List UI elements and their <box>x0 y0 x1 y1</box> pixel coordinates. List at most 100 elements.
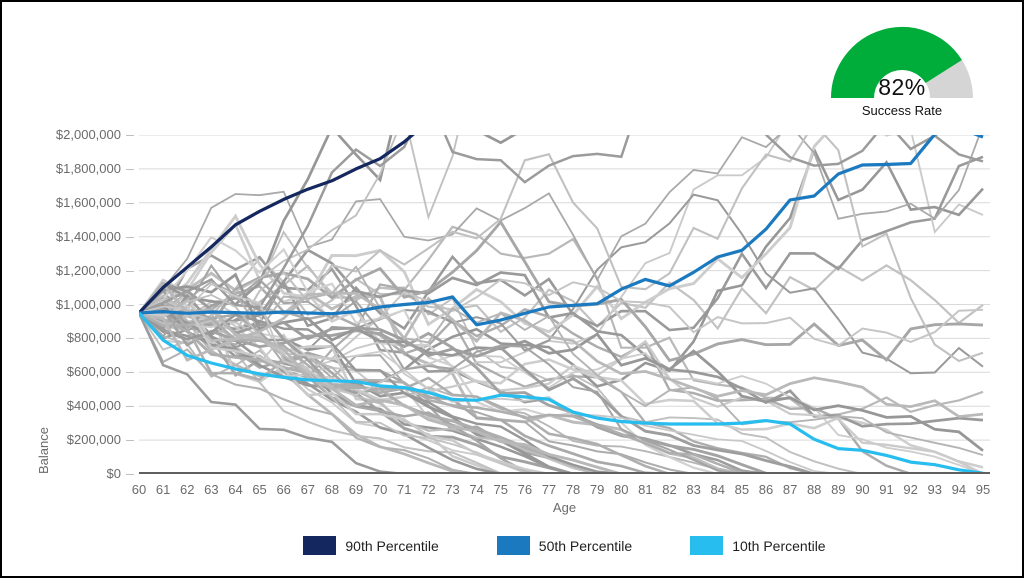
y-tick-mark <box>126 236 134 238</box>
x-tick-label: 91 <box>879 482 894 497</box>
legend-label: 90th Percentile <box>345 537 439 554</box>
y-tick-label: $1,800,000 <box>55 160 121 176</box>
y-tick-label: $600,000 <box>66 364 121 380</box>
percentile-line-50th <box>139 135 984 327</box>
x-tick-label: 94 <box>951 482 967 497</box>
y-tick-mark <box>126 372 134 374</box>
x-tick-label: 84 <box>710 482 725 497</box>
x-tick-label: 90 <box>855 482 870 497</box>
y-tick-mark <box>126 474 134 475</box>
simulation-line <box>139 291 984 419</box>
x-tick-label: 79 <box>589 482 605 497</box>
x-tick-label: 67 <box>300 482 316 497</box>
simulation-line <box>139 311 983 474</box>
x-tick-label: 64 <box>228 482 243 497</box>
y-tick-mark <box>126 304 134 306</box>
simulation-line <box>139 265 984 457</box>
x-tick-label: 77 <box>541 482 557 497</box>
simulation-line <box>139 312 983 474</box>
y-tick-mark <box>126 440 134 442</box>
y-tick-mark <box>126 406 134 408</box>
legend-swatch-10th-percentile <box>690 536 724 555</box>
simulation-line <box>139 289 983 474</box>
simulation-line <box>139 311 983 474</box>
x-tick-label: 75 <box>493 482 508 497</box>
x-tick-label: 70 <box>372 482 388 497</box>
legend-item-50th-percentile: 50th Percentile <box>496 536 633 555</box>
simulation-line <box>139 311 983 474</box>
y-tick-mark <box>126 270 134 272</box>
success-rate-gauge: 82% Success Rate <box>826 18 978 118</box>
gauge-value: 82% <box>878 74 926 100</box>
y-tick-label: $200,000 <box>66 432 121 448</box>
x-tick-label: 61 <box>155 482 171 497</box>
y-tick-label: $800,000 <box>66 330 121 346</box>
x-tick-label: 95 <box>975 482 991 497</box>
simulation-line <box>139 281 983 474</box>
simulation-line <box>139 304 983 474</box>
simulation-line <box>139 305 983 474</box>
y-tick-label: $1,200,000 <box>55 262 121 278</box>
x-tick-label: 63 <box>204 482 219 497</box>
legend-label: 50th Percentile <box>538 537 633 554</box>
x-tick-label: 68 <box>324 482 340 497</box>
simulation-line <box>139 303 983 474</box>
y-tick-label: $1,000,000 <box>55 296 121 312</box>
gauge-arc-icon <box>831 27 973 100</box>
simulation-line <box>139 312 983 474</box>
gauge-label: Success Rate <box>861 103 943 118</box>
y-tick-label: $1,600,000 <box>55 194 121 210</box>
simulation-line <box>139 155 984 341</box>
x-tick-label: 82 <box>662 482 677 497</box>
simulation-line <box>139 135 827 334</box>
percentile-line-10th <box>139 311 984 474</box>
simulation-line <box>139 312 983 474</box>
legend-swatch-90th-percentile <box>303 536 337 555</box>
legend-label: 10th Percentile <box>732 537 826 554</box>
simulation-line <box>139 135 459 351</box>
x-tick-label: 78 <box>565 482 581 497</box>
x-tick-label: 69 <box>348 482 364 497</box>
x-tick-label: 85 <box>734 482 750 497</box>
simulation-line <box>139 297 983 474</box>
y-tick-label: $1,400,000 <box>55 228 121 244</box>
x-tick-label: 60 <box>131 482 147 497</box>
x-tick-label: 86 <box>758 482 774 497</box>
legend-item-90th-percentile: 90th Percentile <box>303 536 439 555</box>
legend-swatch-50th-percentile <box>496 536 530 555</box>
plot-area <box>139 135 990 474</box>
percentile-line-90th <box>139 135 415 315</box>
simulation-line <box>139 263 983 474</box>
x-tick-label: 73 <box>445 482 460 497</box>
y-tick-mark <box>126 338 134 340</box>
legend: 90th Percentile 50th Percentile 10th Perce… <box>139 536 990 555</box>
simulation-line <box>139 294 983 474</box>
x-tick-label: 71 <box>397 482 412 497</box>
x-tick-label: 80 <box>614 482 629 497</box>
x-axis-title: Age <box>552 500 577 515</box>
y-tick-mark <box>126 135 134 136</box>
simulation-line <box>139 135 981 314</box>
x-tick-label: 76 <box>517 482 533 497</box>
y-tick-mark <box>126 202 134 204</box>
simulation-line <box>139 312 984 474</box>
simulation-line <box>139 135 984 314</box>
x-tick-label: 62 <box>179 482 195 497</box>
simulation-line <box>139 135 517 314</box>
x-tick-label: 87 <box>782 482 798 497</box>
x-tick-label: 92 <box>903 482 918 497</box>
x-tick-label: 72 <box>421 482 436 497</box>
x-tick-label: 83 <box>686 482 701 497</box>
x-tick-label: 66 <box>276 482 291 497</box>
y-tick-label: $400,000 <box>66 398 121 414</box>
x-tick-label: 74 <box>469 482 484 497</box>
x-tick-label: 93 <box>927 482 942 497</box>
x-tick-label: 81 <box>638 482 653 497</box>
gauge-fill <box>831 27 962 100</box>
x-tick-label: 88 <box>806 482 822 497</box>
y-tick-mark <box>126 168 134 170</box>
simulation-line <box>139 308 983 474</box>
x-tick-label: 89 <box>831 482 846 497</box>
y-tick-label: $2,000,000 <box>55 127 121 142</box>
